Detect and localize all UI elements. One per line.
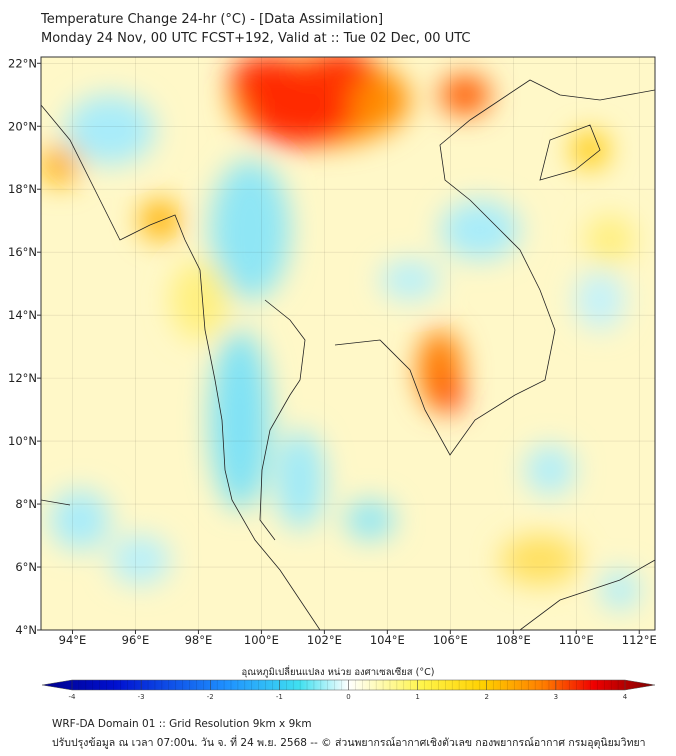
colorbar-tick-label: 2 xyxy=(485,693,489,700)
lat-tick-label: 14°N xyxy=(8,308,37,322)
lat-tick-label: 20°N xyxy=(8,119,37,133)
colorbar-tick-label: 4 xyxy=(623,693,628,700)
lon-tick-label: 98°E xyxy=(185,633,213,647)
field-blob xyxy=(585,215,635,265)
field-blob xyxy=(230,57,310,105)
colorbar-tick-label: 1 xyxy=(415,693,419,700)
colorbar-tick-label: -4 xyxy=(69,693,77,700)
lon-tick-label: 96°E xyxy=(122,633,150,647)
lat-tick-label: 10°N xyxy=(8,434,37,448)
lon-tick-label: 94°E xyxy=(59,633,87,647)
field-blob xyxy=(440,75,490,115)
colorbar: -4 -3 -2 -1 0 1 2 3 4 xyxy=(41,679,656,700)
field-blob xyxy=(110,535,170,585)
lon-tick-label: 100°E xyxy=(244,633,279,647)
field-blob xyxy=(50,490,110,550)
lon-tick-label: 104°E xyxy=(370,633,405,647)
lat-tick-label: 12°N xyxy=(8,371,37,385)
field-blob xyxy=(140,200,180,240)
temperature-field xyxy=(41,57,655,630)
field-blob xyxy=(210,160,290,300)
lon-tick-label: 110°E xyxy=(559,633,594,647)
lon-tick-label: 112°E xyxy=(622,633,657,647)
field-blob xyxy=(500,535,580,585)
map-title: Temperature Change 24-hr (°C) - [Data As… xyxy=(41,12,384,27)
field-blob xyxy=(41,145,80,185)
field-blob xyxy=(170,260,230,340)
colorbar-tick-label: 3 xyxy=(554,693,558,700)
footer-update-info: ปรับปรุงข้อมูล ณ เวลา 07:00น. วัน จ. ที่… xyxy=(52,737,646,749)
lat-tick-label: 4°N xyxy=(15,623,37,637)
colorbar-tick-label: -3 xyxy=(138,693,145,700)
field-blob xyxy=(440,200,520,260)
field-blob xyxy=(210,330,270,510)
temperature-change-map: 94°E 96°E 98°E 100°E 102°E 104°E 106°E 108°E 110… xyxy=(8,56,657,700)
lat-tick-label: 6°N xyxy=(15,560,37,574)
field-blob xyxy=(305,57,375,90)
lon-tick-label: 106°E xyxy=(433,633,468,647)
colorbar-tick-label: -1 xyxy=(276,693,283,700)
colorbar-label: อุณหภูมิเปลี่ยนแปลง หน่วย องศาเซลเซียส (… xyxy=(241,667,435,678)
field-blob xyxy=(600,570,640,610)
lat-tick-label: 8°N xyxy=(15,497,37,511)
colorbar-tick-label: 0 xyxy=(346,693,350,700)
map-subtitle: Monday 24 Nov, 00 UTC FCST+192, Valid at… xyxy=(41,31,471,46)
field-blob xyxy=(380,260,440,300)
lon-tick-label: 108°E xyxy=(496,633,531,647)
lat-tick-label: 22°N xyxy=(8,56,37,70)
lon-tick-label: 102°E xyxy=(307,633,342,647)
colorbar-tick-label: -2 xyxy=(207,693,214,700)
field-blob xyxy=(275,430,325,530)
field-blob xyxy=(345,500,395,540)
lat-tick-label: 16°N xyxy=(8,245,37,259)
field-blob xyxy=(438,377,462,413)
coastlines xyxy=(41,79,655,630)
field-blob xyxy=(575,270,625,330)
footer-model-info: WRF-DA Domain 01 :: Grid Resolution 9km … xyxy=(52,718,312,730)
field-blob xyxy=(525,445,575,495)
field-blob xyxy=(65,95,155,165)
lat-tick-label: 18°N xyxy=(8,182,37,196)
field-blob xyxy=(572,132,608,168)
